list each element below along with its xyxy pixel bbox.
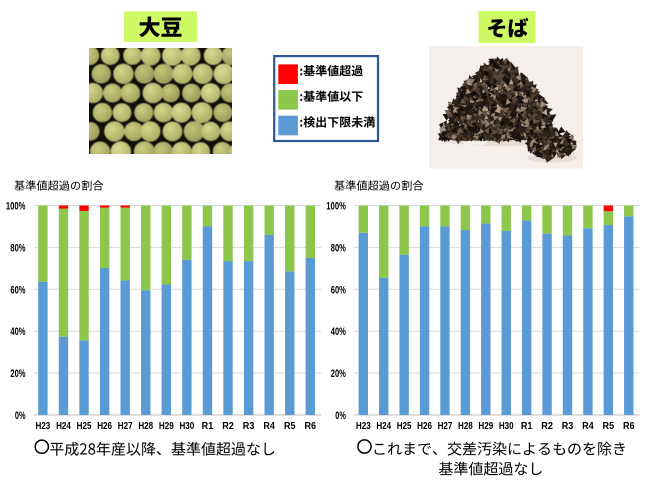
svg-text:0%: 0%	[15, 410, 26, 422]
svg-text:H25: H25	[77, 421, 92, 432]
svg-text:20%: 20%	[331, 368, 346, 380]
svg-text:R4: R4	[582, 421, 594, 432]
svg-text:H29: H29	[159, 421, 174, 432]
svg-text:R6: R6	[623, 421, 635, 432]
svg-text:0%: 0%	[335, 410, 346, 422]
svg-text:H28: H28	[138, 421, 153, 432]
svg-text:R2: R2	[222, 421, 234, 432]
svg-text:100%: 100%	[326, 201, 346, 213]
svg-text:80%: 80%	[10, 242, 25, 254]
svg-text:H26: H26	[97, 421, 112, 432]
svg-text:R4: R4	[263, 421, 275, 432]
svg-text:H24: H24	[56, 421, 71, 432]
svg-text:R3: R3	[562, 421, 574, 432]
svg-text:H25: H25	[397, 421, 412, 432]
svg-text:R3: R3	[243, 421, 255, 432]
svg-text:H24: H24	[376, 421, 391, 432]
svg-text:H30: H30	[499, 421, 514, 432]
svg-text:R5: R5	[284, 421, 296, 432]
svg-text:R1: R1	[521, 421, 533, 432]
svg-text:H26: H26	[417, 421, 432, 432]
svg-text:80%: 80%	[331, 242, 346, 254]
svg-text:R1: R1	[202, 421, 214, 432]
svg-text:H29: H29	[478, 421, 493, 432]
svg-text:R5: R5	[603, 421, 615, 432]
svg-text:100%: 100%	[6, 201, 26, 213]
svg-text:H30: H30	[179, 421, 194, 432]
svg-text:H23: H23	[356, 421, 371, 432]
svg-text:40%: 40%	[10, 326, 25, 338]
svg-text:R2: R2	[541, 421, 553, 432]
svg-text:H28: H28	[458, 421, 473, 432]
svg-text:60%: 60%	[10, 284, 25, 296]
svg-text:H27: H27	[118, 421, 133, 432]
svg-text:H27: H27	[438, 421, 453, 432]
svg-text:H23: H23	[36, 421, 51, 432]
svg-text:40%: 40%	[331, 326, 346, 338]
svg-text:20%: 20%	[10, 368, 25, 380]
svg-text:R6: R6	[305, 421, 317, 432]
svg-text:60%: 60%	[331, 284, 346, 296]
